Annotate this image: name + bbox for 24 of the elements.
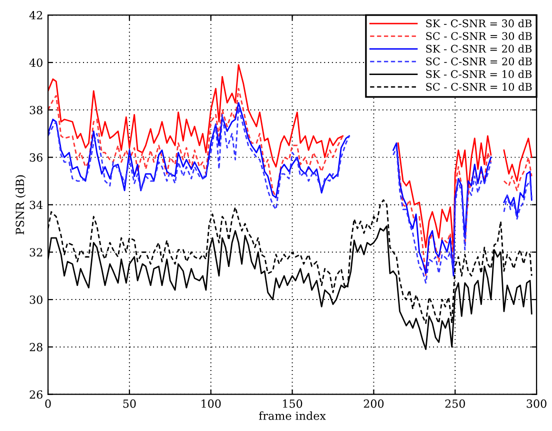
legend-label: SK - C-SNR = 20 dB xyxy=(426,44,532,53)
y-tick-label: 28 xyxy=(30,342,42,352)
y-tick-label: 32 xyxy=(30,248,42,257)
legend-label: SK - C-SNR = 30 dB xyxy=(426,19,532,28)
legend-label: SC - C-SNR = 10 dB xyxy=(426,82,532,91)
legend-label: SC - C-SNR = 30 dB xyxy=(426,32,532,40)
x-tick-label: 150 xyxy=(283,399,302,408)
y-tick-label: 36 xyxy=(30,153,42,162)
x-axis-title: frame index xyxy=(259,411,326,420)
y-tick-label: 42 xyxy=(29,11,42,20)
y-tick-label: 34 xyxy=(30,200,43,210)
x-tick-label: 200 xyxy=(364,399,384,408)
y-tick-label: 26 xyxy=(30,390,42,399)
y-tick-label: 30 xyxy=(30,296,42,304)
legend-label: SC - C-SNR = 20 dB xyxy=(426,57,532,66)
y-tick-label: 40 xyxy=(29,58,42,67)
x-tick-label: 0 xyxy=(45,399,51,408)
y-tick-label: 38 xyxy=(30,106,42,114)
y-axis-title: PSNR (dB) xyxy=(15,175,26,234)
x-tick-label: 100 xyxy=(202,399,221,408)
x-tick-label: 50 xyxy=(123,399,136,408)
legend-label: SK - C-SNR = 10 dB xyxy=(426,70,532,78)
x-tick-label: 300 xyxy=(526,399,546,408)
x-tick-label: 250 xyxy=(445,399,465,408)
